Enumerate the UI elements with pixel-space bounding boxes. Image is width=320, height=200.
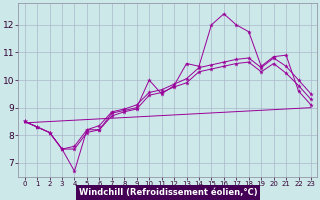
X-axis label: Windchill (Refroidissement éolien,°C): Windchill (Refroidissement éolien,°C) — [78, 188, 257, 197]
